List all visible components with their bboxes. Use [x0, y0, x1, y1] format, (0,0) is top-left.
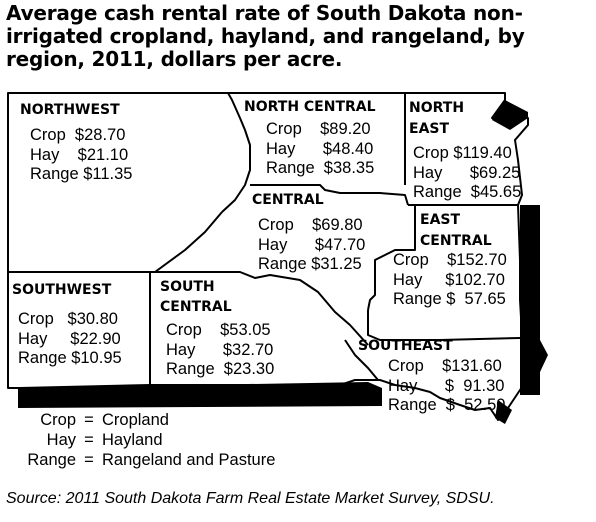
- legend-equals: =: [84, 451, 94, 469]
- border-central-sc: [155, 271, 369, 346]
- region-name-southwest: SOUTHWEST: [12, 282, 112, 298]
- region-name-east-central-1: EAST: [420, 212, 461, 228]
- legend-abbr: Crop: [40, 411, 76, 429]
- central-crop: Crop $69.80: [258, 216, 363, 234]
- region-name-north-east-1: NORTH: [409, 100, 465, 116]
- northwest-range: Range $11.35: [30, 165, 133, 183]
- legend-full: Rangeland and Pasture: [102, 451, 276, 469]
- region-values-east-central: Crop $152.70 Hay $102.70 Range $ 57.65: [393, 251, 507, 310]
- north-central-hay: Hay $48.40: [266, 139, 374, 158]
- southwest-range: Range $10.95: [18, 349, 122, 367]
- source-note: Source: 2011 South Dakota Farm Real Esta…: [6, 490, 495, 507]
- legend-row-range: Range = Rangeland and Pasture: [14, 450, 275, 470]
- northwest-crop: Crop $28.70: [30, 126, 126, 144]
- southeast-hay: Hay $ 91.30: [388, 376, 505, 395]
- east-central-hay: Hay $102.70: [393, 270, 505, 289]
- east-central-range: Range $ 57.65: [393, 290, 506, 308]
- region-values-southeast: Crop $131.60 Hay $ 91.30 Range $ 52.50: [388, 357, 505, 416]
- region-values-south-central: Crop $53.05 Hay $32.70 Range $23.30: [166, 321, 274, 380]
- legend-row-hay: Hay = Hayland: [14, 430, 275, 450]
- border-nw-nc: [221, 92, 251, 213]
- border-nw-sw: [8, 211, 223, 273]
- legend-equals: =: [84, 431, 94, 449]
- region-values-north-east: Crop $119.40 Hay $69.25 Range $45.65: [413, 144, 521, 203]
- southeast-crop: Crop $131.60: [388, 357, 502, 375]
- central-hay: Hay $47.70: [258, 235, 366, 254]
- legend: Crop = Cropland Hay = Hayland Range = Ra…: [14, 410, 275, 470]
- map-title: Average cash rental rate of South Dakota…: [6, 1, 525, 71]
- region-name-southeast: SOUTHEAST: [358, 338, 453, 354]
- legend-full: Hayland: [102, 431, 163, 449]
- region-name-north-central: NORTH CENTRAL: [244, 99, 376, 115]
- region-values-north-central: Crop $89.20 Hay $48.40 Range $38.35: [266, 120, 374, 179]
- region-name-north-east-2: EAST: [409, 121, 450, 137]
- region-name-east-central-2: CENTRAL: [420, 233, 492, 249]
- state-shadow: [492, 100, 528, 130]
- region-name-northwest: NORTHWEST: [20, 102, 120, 118]
- south-central-range: Range $23.30: [166, 360, 275, 378]
- east-central-crop: Crop $152.70: [393, 251, 507, 269]
- north-central-range: Range $38.35: [266, 159, 375, 177]
- state-shadow-bottom: [18, 382, 382, 408]
- southwest-crop: Crop $30.80: [18, 310, 118, 328]
- border-sc-se: [344, 339, 379, 381]
- northwest-hay: Hay $21.10: [30, 145, 129, 164]
- southeast-range: Range $ 52.50: [388, 396, 506, 414]
- border-nc-central: [250, 184, 409, 206]
- border-central-ec: [367, 205, 416, 311]
- north-east-crop: Crop $119.40: [413, 144, 512, 162]
- region-values-northwest: Crop $28.70 Hay $21.10 Range $11.35: [30, 126, 132, 185]
- legend-abbr: Range: [27, 451, 76, 469]
- legend-equals: =: [84, 411, 94, 429]
- north-east-hay: Hay $69.25: [413, 163, 521, 182]
- southwest-hay: Hay $22.90: [18, 329, 121, 348]
- border-ec-se: [367, 310, 521, 341]
- south-central-hay: Hay $32.70: [166, 340, 274, 359]
- south-central-crop: Crop $53.05: [166, 321, 271, 339]
- central-range: Range $31.25: [258, 255, 362, 273]
- legend-full: Cropland: [102, 411, 169, 429]
- legend-row-crop: Crop = Cropland: [14, 410, 275, 430]
- north-central-crop: Crop $89.20: [266, 120, 371, 138]
- state-outline: [7, 92, 541, 421]
- region-values-central: Crop $69.80 Hay $47.70 Range $31.25: [258, 216, 365, 275]
- north-east-range: Range $45.65: [413, 183, 522, 201]
- legend-abbr: Hay: [46, 431, 76, 449]
- region-name-south-central-1: SOUTH: [160, 279, 215, 295]
- region-name-central: CENTRAL: [252, 192, 324, 208]
- region-name-south-central-2: CENTRAL: [160, 299, 232, 315]
- region-values-southwest: Crop $30.80 Hay $22.90 Range $10.95: [18, 310, 122, 369]
